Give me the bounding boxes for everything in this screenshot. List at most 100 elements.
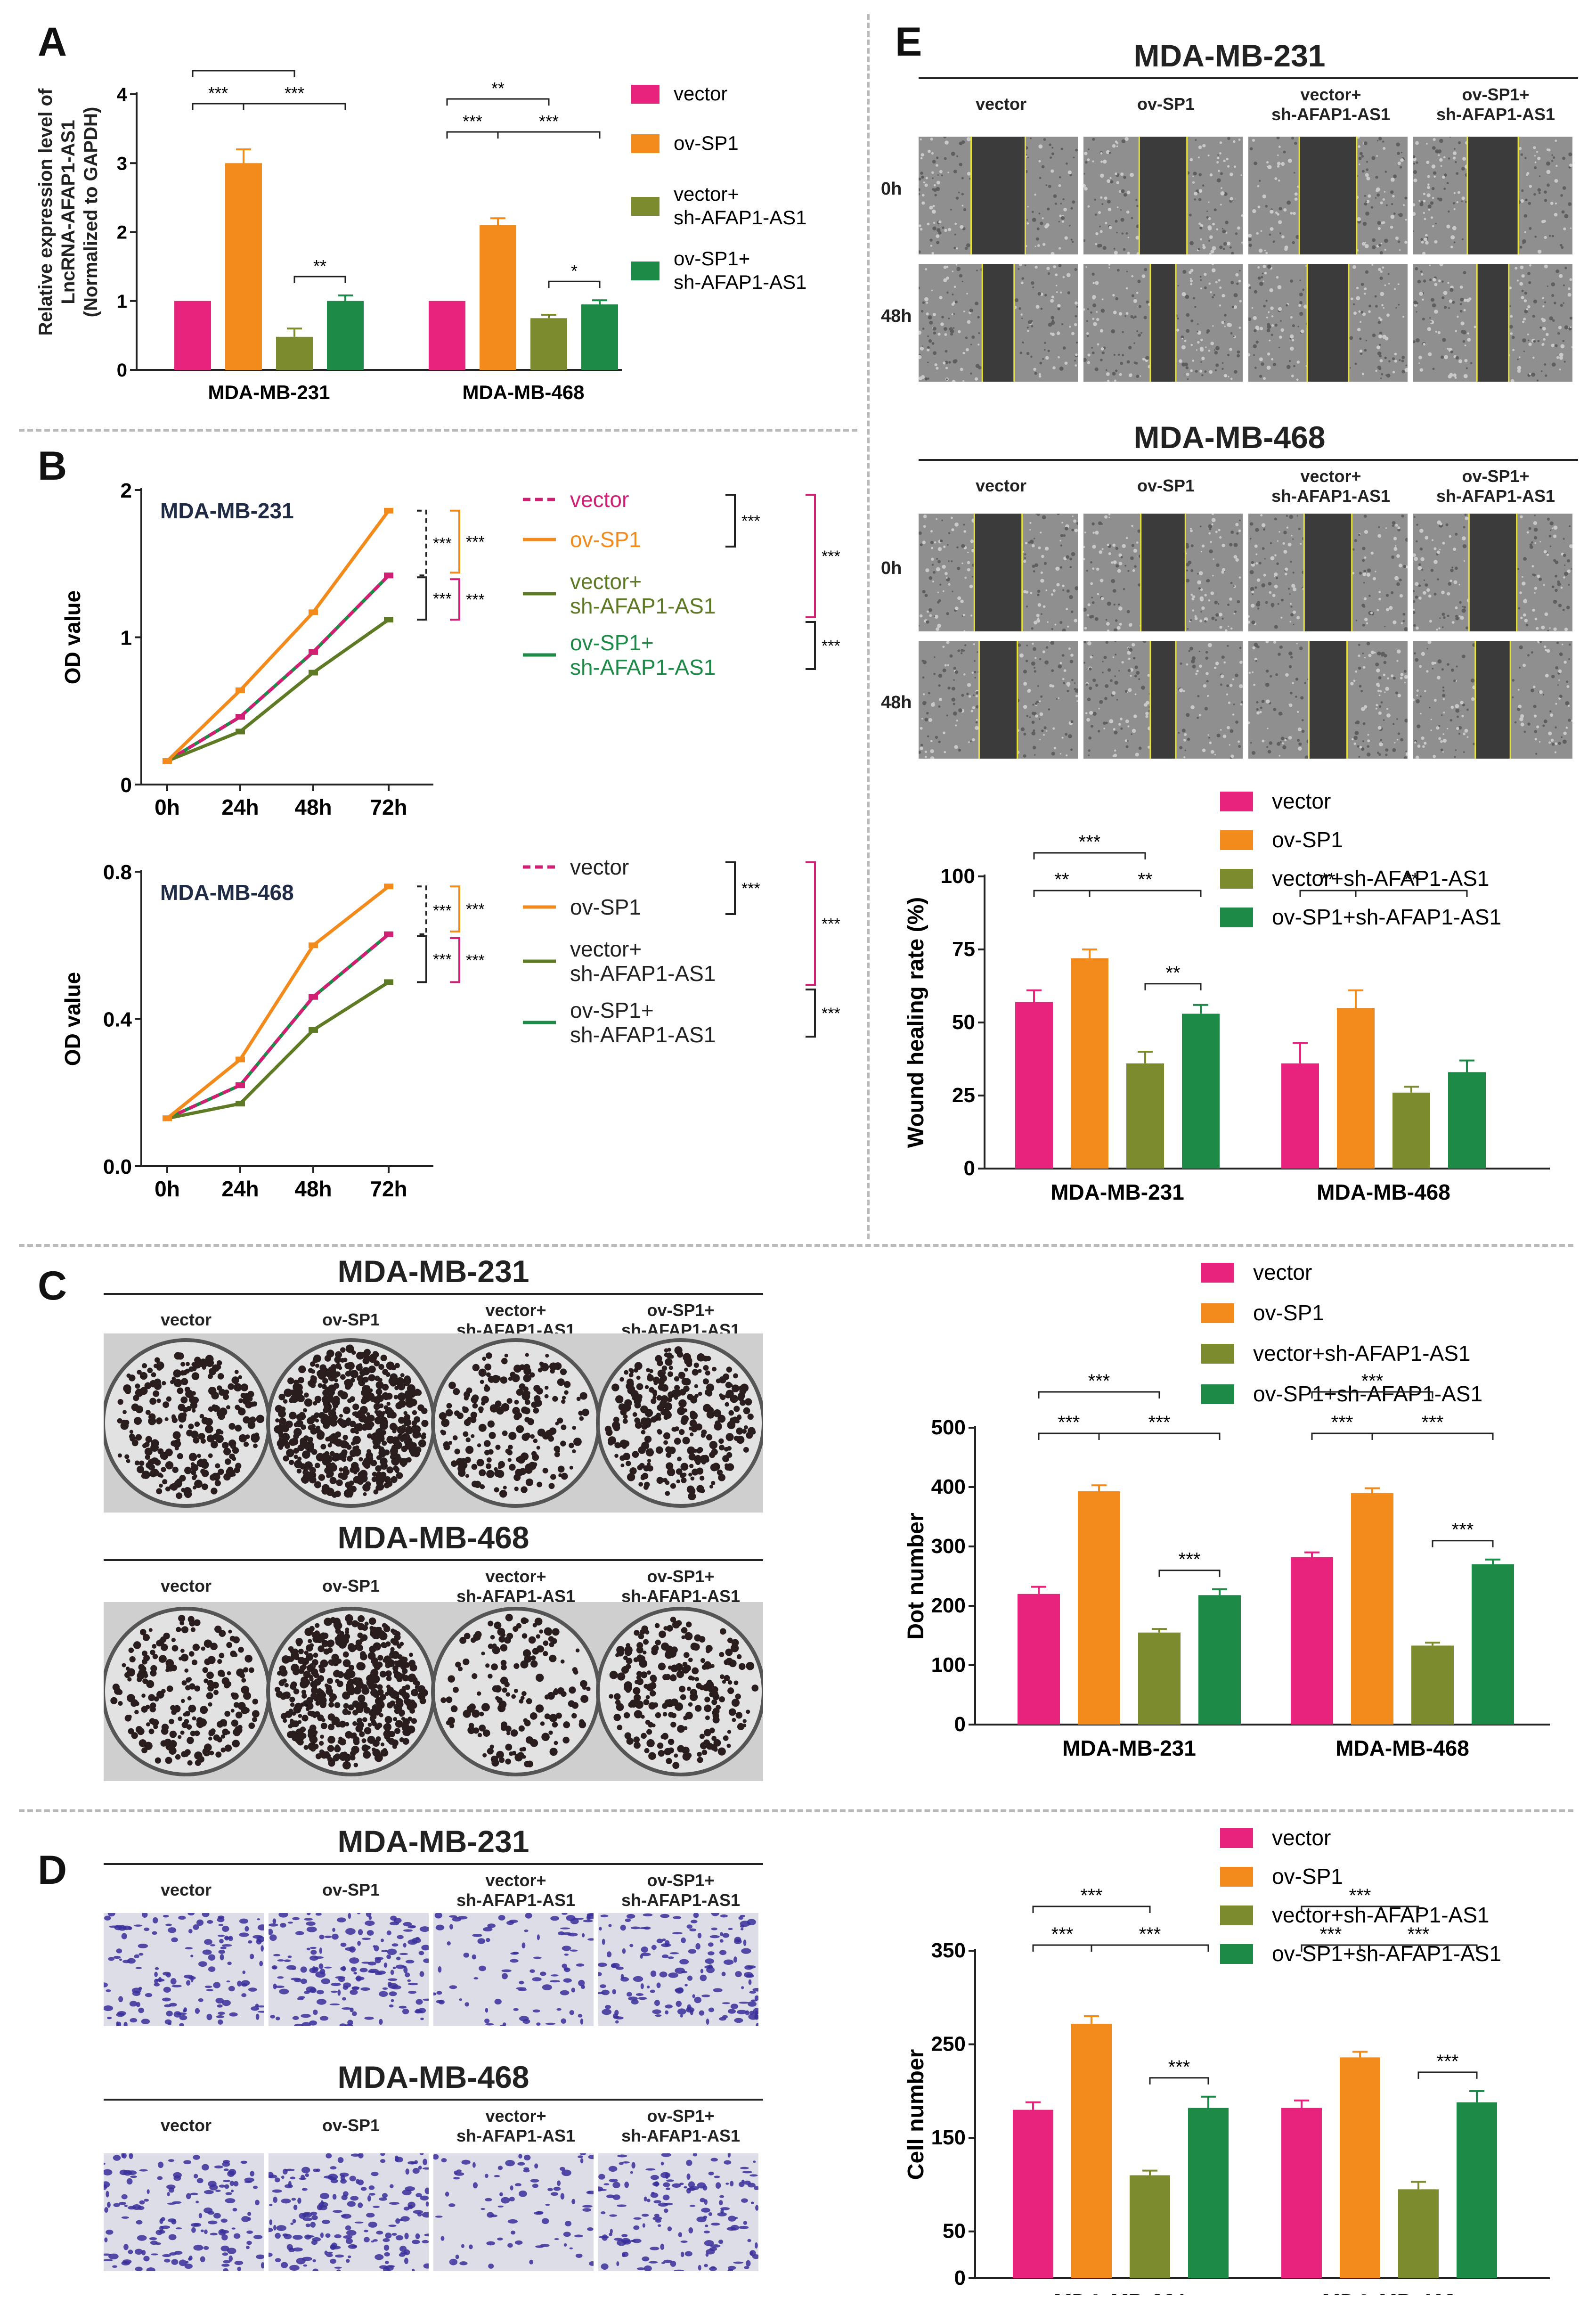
stained-cell bbox=[286, 1965, 296, 1970]
cell-texture bbox=[1115, 220, 1118, 223]
stained-cell bbox=[209, 2184, 218, 2191]
stained-cell bbox=[631, 1926, 640, 1930]
cell-texture bbox=[956, 267, 961, 271]
colony-dot bbox=[238, 1434, 247, 1443]
cell-texture bbox=[1136, 292, 1139, 294]
stained-cell bbox=[326, 2253, 333, 2257]
colony-dot bbox=[230, 1692, 236, 1698]
legend-label: vector bbox=[1272, 1825, 1331, 1850]
significance-label: *** bbox=[1088, 1371, 1110, 1391]
cell-texture bbox=[1093, 322, 1097, 327]
colony-dot bbox=[615, 1395, 624, 1404]
colony-dot bbox=[183, 1487, 192, 1496]
colony-dot bbox=[302, 1450, 310, 1459]
colony-dot bbox=[162, 1479, 168, 1485]
cell-texture bbox=[1230, 281, 1234, 285]
cell-texture bbox=[919, 177, 921, 181]
cell-texture bbox=[1551, 235, 1554, 237]
transwell-image bbox=[269, 2153, 429, 2271]
cell-texture bbox=[1114, 379, 1116, 382]
colony-dot bbox=[213, 1734, 220, 1741]
stained-cell bbox=[116, 1948, 122, 1954]
cell-texture bbox=[1537, 156, 1541, 160]
cell-texture bbox=[928, 339, 932, 343]
colony-dot bbox=[720, 1394, 726, 1400]
colony-dot bbox=[253, 1443, 258, 1448]
stained-cell bbox=[196, 1919, 204, 1926]
y-axis-label: OD value bbox=[60, 590, 85, 684]
colony-dot bbox=[393, 1704, 399, 1709]
stained-cell bbox=[399, 2005, 407, 2009]
colony-dot bbox=[298, 1365, 306, 1374]
cell-texture bbox=[1061, 220, 1065, 223]
colony-dot bbox=[201, 1483, 208, 1490]
stained-cell bbox=[747, 2183, 756, 2188]
column-label-line: ov-SP1+ bbox=[1462, 85, 1530, 104]
bar bbox=[1457, 2102, 1497, 2278]
stained-cell bbox=[612, 2182, 620, 2188]
wound-image bbox=[1248, 264, 1408, 382]
colony-dot bbox=[525, 1353, 529, 1357]
column-label-line: ov-SP1 bbox=[322, 1880, 380, 1899]
colony-dot bbox=[184, 1668, 189, 1673]
cell-texture bbox=[1272, 241, 1275, 243]
stained-cell bbox=[159, 2218, 163, 2224]
colony-dot bbox=[544, 1694, 550, 1700]
cell-texture bbox=[1433, 175, 1436, 178]
stained-cell bbox=[631, 2162, 635, 2169]
colony-dot bbox=[405, 1726, 410, 1731]
cell-texture bbox=[1051, 295, 1054, 299]
cell-texture bbox=[1030, 355, 1033, 358]
stained-cell bbox=[299, 2213, 306, 2219]
colony-dot bbox=[191, 1470, 196, 1475]
stained-cell bbox=[421, 1945, 429, 1951]
cell-texture bbox=[1059, 247, 1061, 250]
cell-texture bbox=[1281, 235, 1285, 238]
cell-texture bbox=[954, 300, 958, 304]
stained-cell bbox=[497, 2237, 503, 2241]
stained-cell bbox=[373, 2206, 380, 2208]
cell-texture bbox=[1248, 237, 1252, 242]
stained-cell bbox=[202, 1949, 212, 1955]
stained-cell bbox=[714, 2175, 720, 2178]
colony-dot bbox=[665, 1358, 673, 1366]
cell-texture bbox=[1270, 227, 1274, 231]
colony-dot bbox=[142, 1443, 147, 1448]
cell-texture bbox=[1230, 172, 1233, 176]
colony-dot bbox=[193, 1437, 200, 1444]
cell-texture bbox=[1564, 214, 1569, 219]
stained-cell bbox=[312, 2259, 316, 2263]
colony-dot bbox=[314, 1396, 322, 1403]
stained-cell bbox=[612, 1989, 616, 1995]
stained-cell bbox=[222, 2252, 228, 2256]
cell-texture bbox=[1277, 213, 1279, 216]
colony-dot bbox=[407, 1384, 415, 1393]
cell-texture bbox=[930, 239, 932, 242]
colony-dot bbox=[316, 1453, 325, 1462]
stained-cell bbox=[395, 1964, 405, 1969]
legend-label: sh-AFAP1-AS1 bbox=[570, 594, 716, 618]
stained-cell bbox=[698, 2265, 701, 2271]
cell-texture bbox=[1390, 214, 1395, 219]
cell-texture bbox=[969, 308, 973, 313]
colony-dot bbox=[204, 1425, 213, 1434]
cell-texture bbox=[1561, 210, 1565, 214]
colony-dot bbox=[342, 1457, 347, 1462]
stained-cell bbox=[146, 2267, 155, 2271]
colony-dot bbox=[643, 1484, 649, 1490]
cell-texture bbox=[1254, 290, 1258, 294]
stained-cell bbox=[325, 2233, 331, 2238]
stained-cell bbox=[312, 2268, 318, 2271]
cell-texture bbox=[1122, 331, 1124, 333]
stained-cell bbox=[598, 2174, 605, 2180]
cell-texture bbox=[974, 377, 978, 381]
stained-cell bbox=[722, 2002, 730, 2004]
bar bbox=[225, 163, 262, 370]
colony-dot bbox=[382, 1440, 387, 1446]
stained-cell bbox=[541, 2218, 549, 2224]
stained-cell bbox=[163, 1971, 171, 1976]
cell-texture bbox=[1204, 286, 1207, 289]
colony-dot bbox=[394, 1728, 401, 1734]
colony-dot bbox=[666, 1758, 672, 1764]
colony-dot bbox=[357, 1478, 364, 1485]
